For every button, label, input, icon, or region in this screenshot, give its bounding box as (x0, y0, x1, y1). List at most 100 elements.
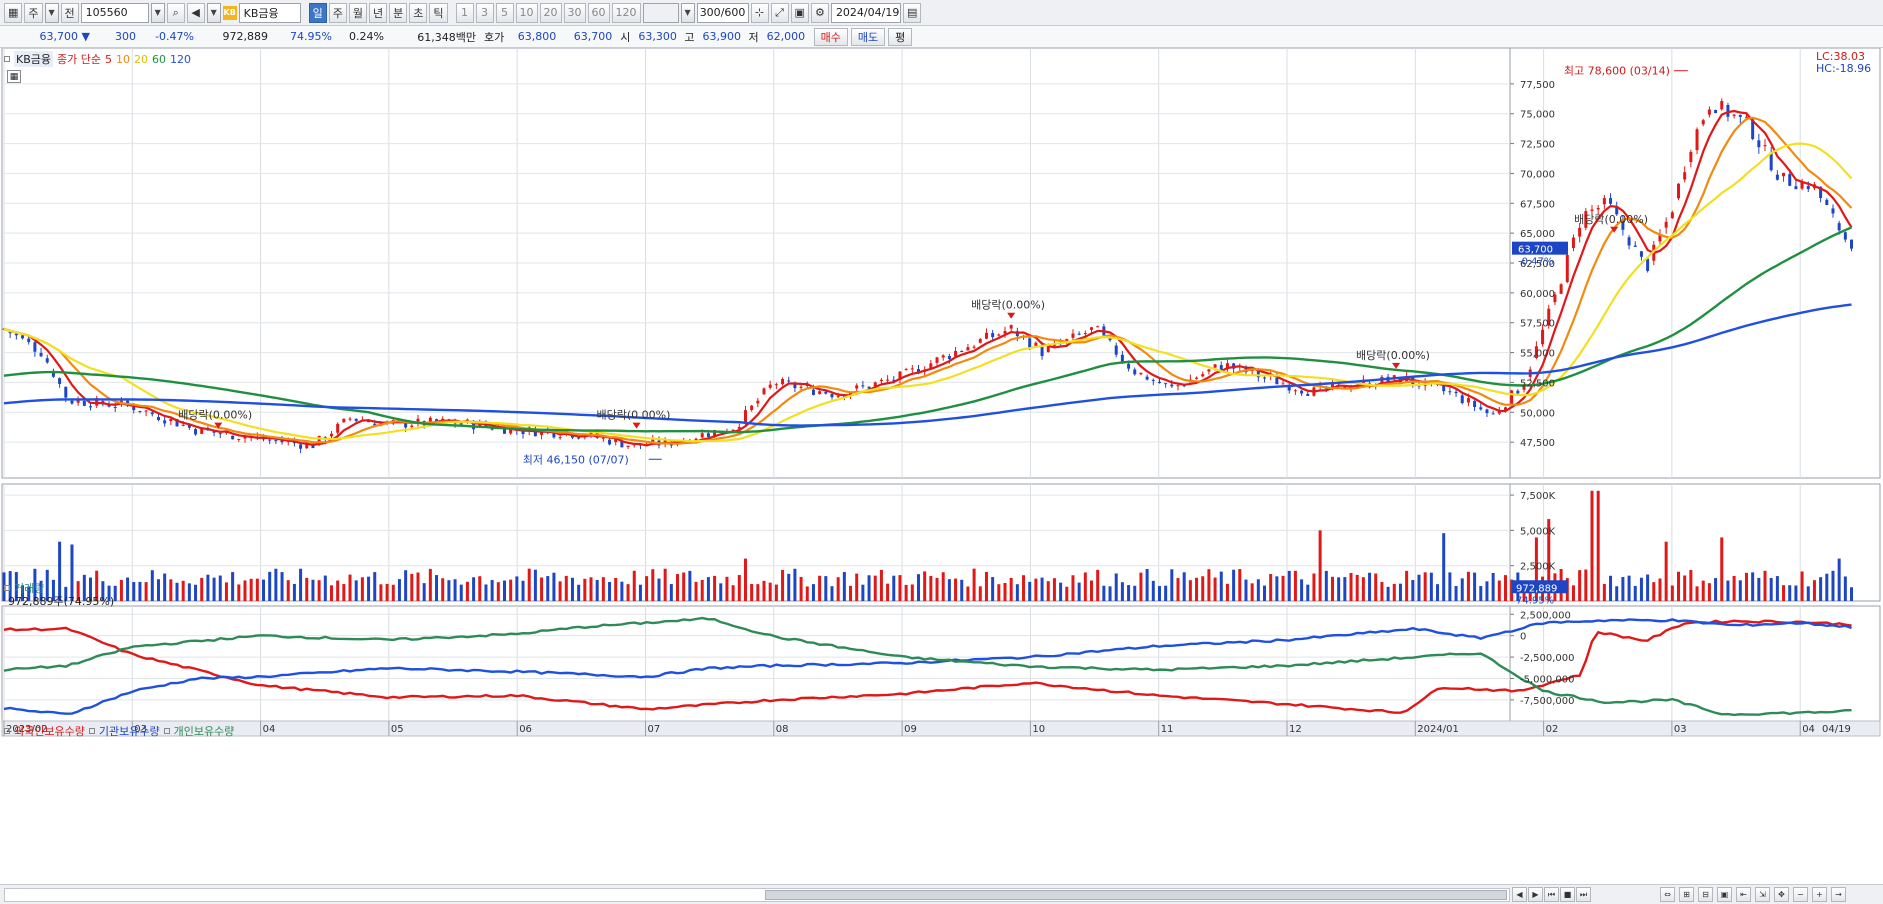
panel-toggle-icon[interactable] (4, 56, 10, 62)
candle-body (1145, 376, 1149, 380)
volume-bar (45, 569, 49, 601)
stock-code-input[interactable]: 105560 (80, 2, 149, 23)
zoom-in-icon[interactable]: + (1812, 887, 1827, 902)
snapshot-icon[interactable]: ▣ (1717, 887, 1732, 902)
scrollbar-thumb[interactable] (765, 890, 1507, 900)
institution-holdings-label[interactable]: 기관보유수량 (98, 725, 160, 738)
chevron-down-icon[interactable]: ▼ (150, 2, 165, 23)
candle-body (1571, 237, 1575, 249)
scrollbar-track[interactable] (4, 888, 1510, 902)
individual-holdings-label[interactable]: 개인보유수량 (173, 725, 235, 738)
minute-step-3[interactable]: 3 (475, 2, 494, 23)
ma-5-label: 5 (104, 52, 112, 66)
volume-bar (1361, 577, 1365, 601)
candle-body (1201, 374, 1205, 377)
dividend-marker (1007, 312, 1016, 319)
stock-chart[interactable]: 2023/02 03 04 05 06 07 08 09 10 11 12 2024/01 02 03 04… (0, 48, 1883, 884)
chevron-down-icon[interactable]: ▼ (680, 2, 695, 23)
expand-icon[interactable]: ⤢ (770, 2, 789, 23)
volume-bar (873, 575, 877, 601)
period-select[interactable]: 주 (24, 2, 43, 23)
panel-toggle-icon[interactable] (4, 728, 10, 734)
chevron-down-icon[interactable]: ▼ (44, 2, 59, 23)
x-tick-label: 03 (134, 724, 147, 735)
buy-button[interactable]: 매수 (813, 27, 848, 46)
volume-bar (1442, 533, 1446, 601)
foreign-holdings-label[interactable]: 외국인보유수량 (14, 725, 85, 738)
volume-bar (966, 586, 970, 601)
interval-tick[interactable]: 틱 (429, 2, 448, 23)
avg-button[interactable]: 평 (888, 27, 913, 46)
zoom-reset-icon[interactable]: ⇔ (1660, 887, 1675, 902)
interval-day[interactable]: 일 (308, 2, 327, 23)
volume-bar (224, 582, 228, 601)
save-icon[interactable]: ▣ (790, 2, 809, 23)
interval-year[interactable]: 년 (369, 2, 388, 23)
fit-icon[interactable]: ⊞ (1679, 887, 1694, 902)
zoom-out-icon[interactable]: − (1793, 887, 1808, 902)
interval-week[interactable]: 주 (328, 2, 347, 23)
gear-icon[interactable]: ⚙ (810, 2, 829, 23)
volume-bar (1083, 572, 1087, 601)
minute-step-5[interactable]: 5 (495, 2, 514, 23)
interval-second[interactable]: 초 (409, 2, 428, 23)
stock-name-field[interactable]: KB금융 (238, 2, 301, 23)
candle-body (1460, 395, 1464, 404)
layout-icon[interactable]: ▦ (4, 2, 23, 23)
cursor-icon[interactable]: ⇤ (1736, 887, 1751, 902)
y-tick-label: -7,500,000 (1520, 696, 1575, 707)
volume-bar (292, 583, 296, 601)
scroll-right-icon[interactable]: ▶ (1528, 887, 1543, 902)
volume-bar (509, 579, 513, 601)
compare-icon[interactable]: ⊟ (1698, 887, 1713, 902)
volume-bar (1794, 585, 1798, 601)
move-icon[interactable]: ✥ (1774, 887, 1789, 902)
volume-bar (1417, 574, 1421, 601)
first-icon[interactable]: ⏮ (1544, 887, 1559, 902)
minute-step-10[interactable]: 10 (515, 2, 538, 23)
custom-step-input[interactable] (642, 2, 679, 23)
minute-step-30[interactable]: 30 (563, 2, 586, 23)
candle-body (150, 412, 154, 415)
volume-bar (1207, 569, 1211, 601)
last-icon[interactable]: ⏭ (1576, 887, 1591, 902)
volume-bar (682, 572, 686, 601)
panel-toggle-icon[interactable] (88, 728, 95, 734)
prev-icon[interactable]: ◀ (186, 2, 205, 23)
ref-button[interactable]: 전 (60, 2, 79, 23)
candle-body (1263, 377, 1267, 379)
interval-minute[interactable]: 분 (389, 2, 408, 23)
sell-button[interactable]: 매도 (850, 27, 886, 46)
calendar-icon[interactable]: ▤ (902, 2, 922, 23)
settings-arrow-icon[interactable]: → (1831, 887, 1846, 902)
volume-bar (1164, 585, 1168, 601)
volume-bar (169, 579, 173, 601)
stop-icon[interactable]: ■ (1560, 887, 1575, 902)
chevron-down-icon[interactable]: ▼ (206, 2, 221, 23)
minute-step-120[interactable]: 120 (611, 2, 641, 23)
stock-label[interactable]: KB금융 (14, 51, 53, 67)
panel-toggle-icon[interactable] (4, 585, 10, 591)
candle-body (935, 357, 939, 363)
ma-60-line (3, 226, 1852, 434)
candle-body (1701, 120, 1705, 125)
interval-month[interactable]: 월 (348, 2, 368, 23)
count-input[interactable]: 300/600 (696, 2, 749, 23)
ma-5-line (3, 109, 1853, 447)
crosshair-icon[interactable]: ⊹ (750, 2, 769, 23)
date-input[interactable]: 2024/04/19 (830, 2, 901, 23)
volume-bar (608, 581, 612, 601)
minute-step-1[interactable]: 1 (455, 2, 474, 23)
zoom-out-arrow-icon[interactable]: ⇲ (1755, 887, 1770, 902)
minute-step-60[interactable]: 60 (587, 2, 610, 23)
search-icon[interactable]: ⌕ (166, 2, 185, 23)
minute-step-20[interactable]: 20 (539, 2, 562, 23)
volume-title[interactable]: 거래량 (14, 582, 45, 595)
grid-toggle-icon[interactable]: ▦ (7, 70, 21, 83)
volume-bar (1275, 576, 1279, 601)
ma-120-line (3, 303, 1852, 427)
scroll-left-icon[interactable]: ◀ (1512, 887, 1527, 902)
volume-bar (206, 574, 210, 601)
panel-toggle-icon[interactable] (163, 728, 170, 734)
volume-bar (1460, 578, 1464, 601)
